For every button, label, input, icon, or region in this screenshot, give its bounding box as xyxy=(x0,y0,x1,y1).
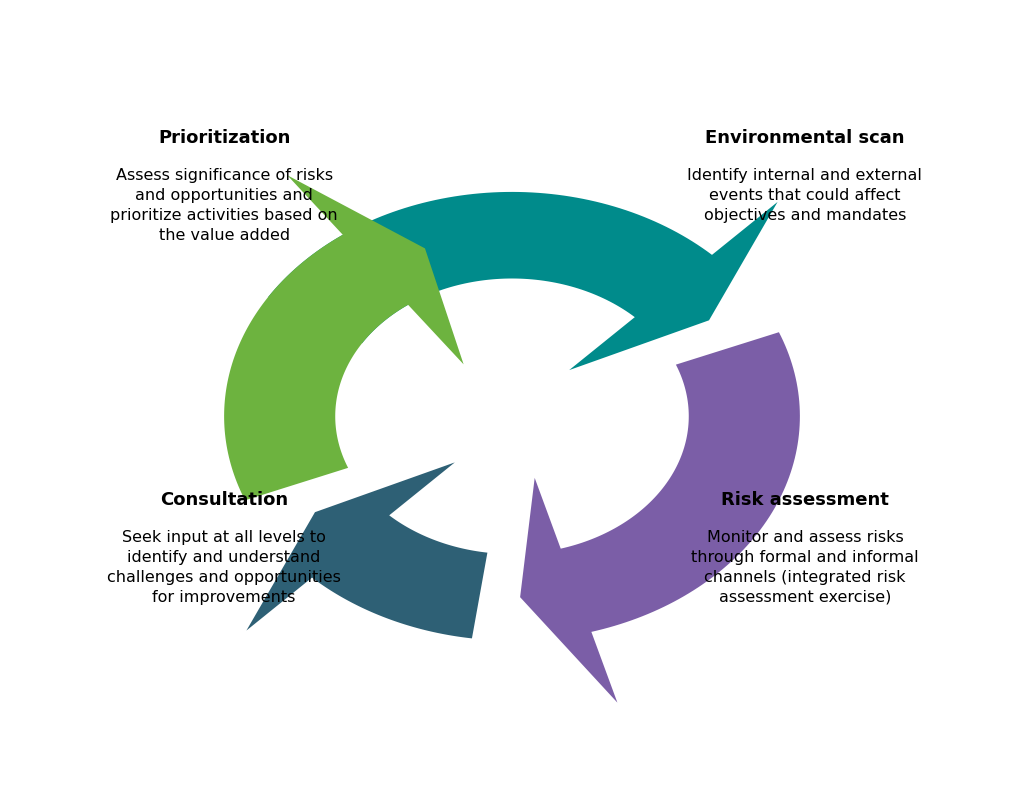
Text: Assess significance of risks
and opportunities and
prioritize activities based o: Assess significance of risks and opportu… xyxy=(111,168,338,243)
Text: Seek input at all levels to
identify and understand
challenges and opportunities: Seek input at all levels to identify and… xyxy=(108,530,341,605)
Polygon shape xyxy=(247,462,487,638)
Polygon shape xyxy=(520,332,800,702)
Text: Identify internal and external
events that could affect
objectives and mandates: Identify internal and external events th… xyxy=(687,168,923,223)
Text: Risk assessment: Risk assessment xyxy=(721,491,889,509)
Text: Consultation: Consultation xyxy=(160,491,288,509)
Polygon shape xyxy=(224,175,464,501)
Text: Monitor and assess risks
through formal and informal
channels (integrated risk
a: Monitor and assess risks through formal … xyxy=(691,530,919,605)
Polygon shape xyxy=(268,192,777,370)
Text: Prioritization: Prioritization xyxy=(158,129,291,147)
Text: Environmental scan: Environmental scan xyxy=(706,129,904,147)
